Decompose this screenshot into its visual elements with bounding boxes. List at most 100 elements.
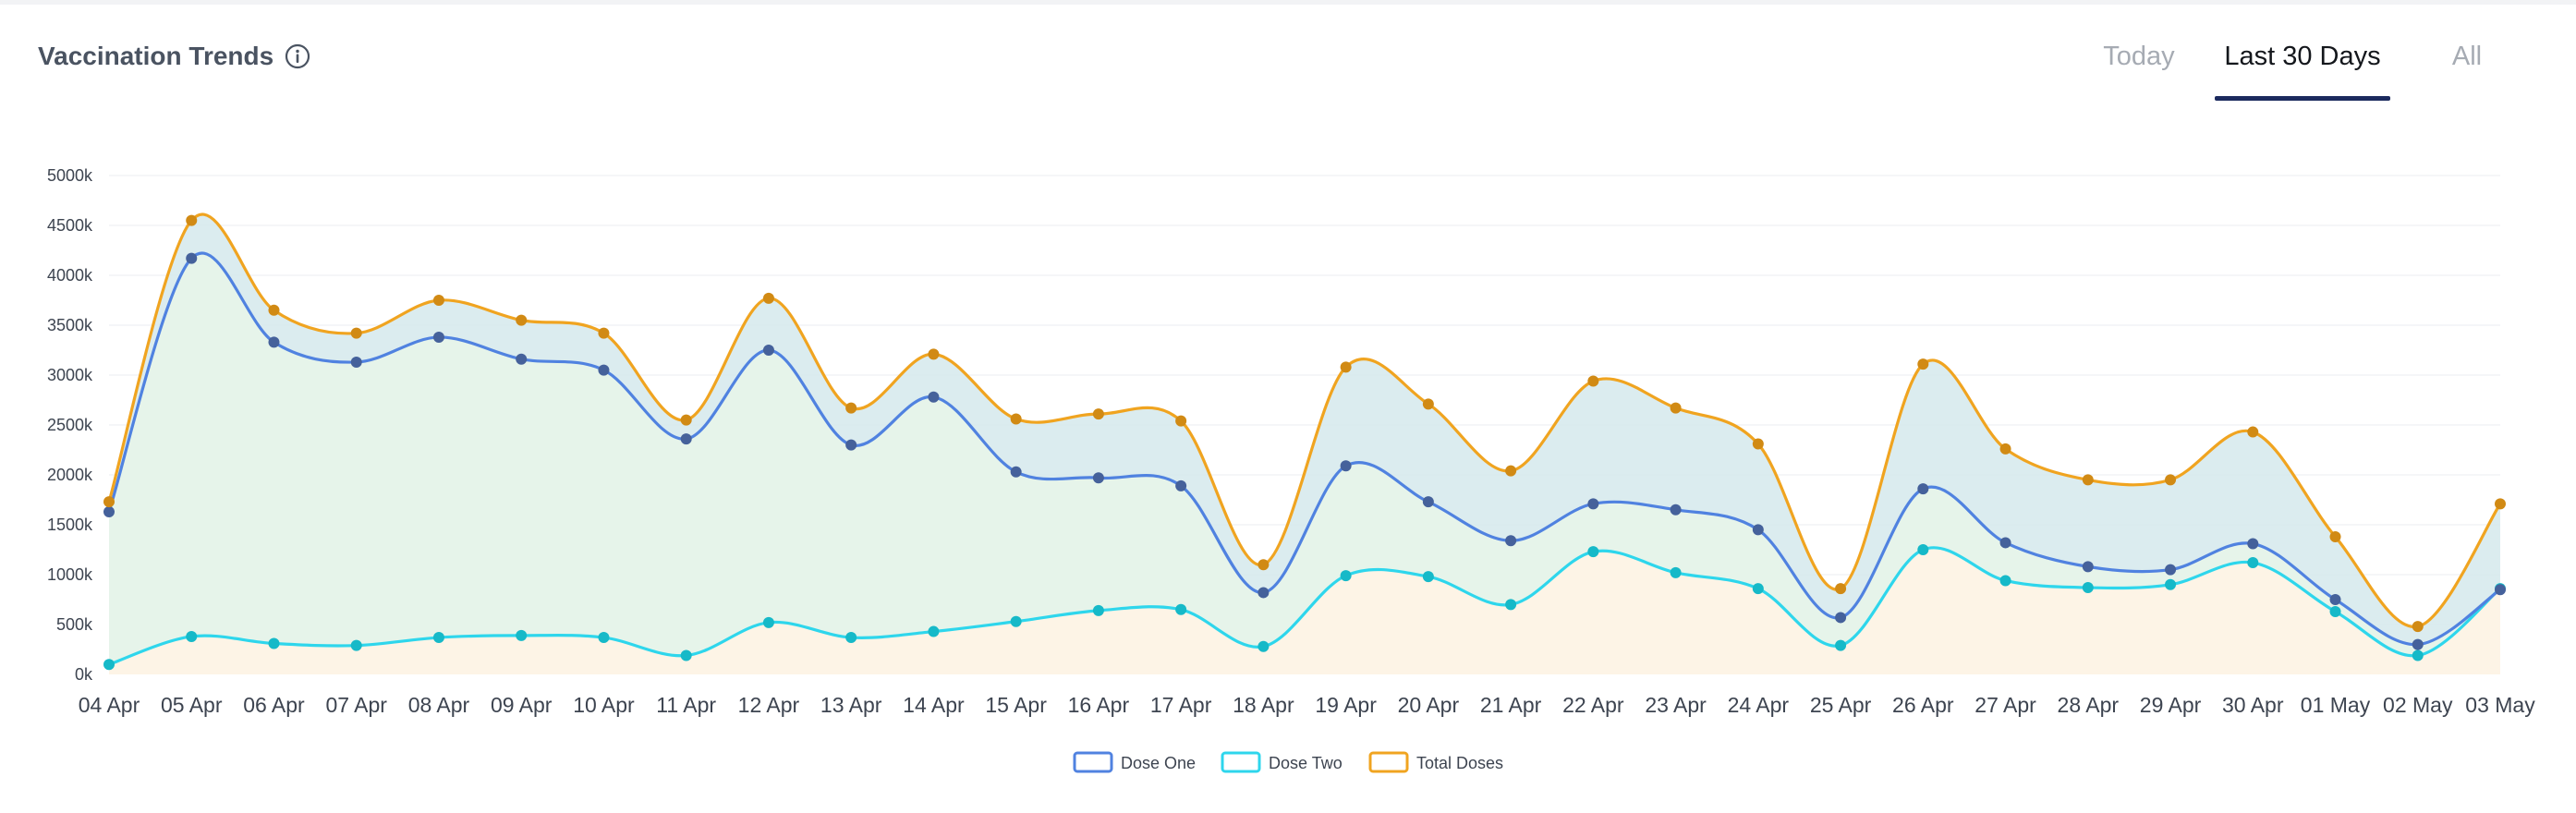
data-point-dose-one[interactable] [2247, 538, 2259, 550]
data-point-dose-one[interactable] [186, 252, 198, 264]
x-tick-label: 01 May [2301, 693, 2371, 717]
data-point-dose-one[interactable] [845, 439, 857, 451]
tab-today[interactable]: Today [2103, 42, 2175, 71]
data-point-dose-one[interactable] [928, 391, 940, 403]
data-point-dose-one[interactable] [1422, 496, 1434, 508]
data-point-total-doses[interactable] [2495, 498, 2506, 510]
data-point-total-doses[interactable] [1340, 361, 1352, 373]
legend-swatch[interactable] [1368, 751, 1409, 773]
data-point-dose-one[interactable] [1670, 504, 1682, 516]
data-point-dose-two[interactable] [1422, 571, 1434, 583]
data-point-total-doses[interactable] [845, 402, 857, 414]
data-point-total-doses[interactable] [680, 414, 692, 426]
data-point-total-doses[interactable] [1258, 559, 1270, 571]
data-point-dose-two[interactable] [845, 632, 857, 644]
data-point-dose-two[interactable] [1752, 583, 1764, 595]
data-point-dose-two[interactable] [432, 632, 444, 644]
legend-label[interactable]: Dose One [1121, 754, 1196, 772]
data-point-dose-two[interactable] [186, 630, 198, 642]
data-point-total-doses[interactable] [268, 304, 280, 316]
data-point-dose-two[interactable] [1092, 604, 1104, 616]
data-point-total-doses[interactable] [928, 348, 940, 360]
data-point-total-doses[interactable] [2329, 530, 2341, 542]
data-point-dose-one[interactable] [1505, 535, 1517, 547]
legend-swatch[interactable] [1073, 751, 1113, 773]
data-point-dose-one[interactable] [516, 353, 528, 365]
data-point-dose-one[interactable] [1340, 460, 1352, 472]
data-point-dose-two[interactable] [2329, 605, 2341, 617]
data-point-dose-two[interactable] [1505, 599, 1517, 611]
data-point-dose-two[interactable] [598, 632, 610, 644]
data-point-dose-two[interactable] [1587, 546, 1599, 558]
data-point-dose-one[interactable] [432, 331, 444, 343]
data-point-dose-one[interactable] [268, 336, 280, 348]
data-point-total-doses[interactable] [1917, 358, 1929, 370]
data-point-total-doses[interactable] [598, 327, 610, 339]
data-point-dose-two[interactable] [1258, 640, 1270, 652]
data-point-total-doses[interactable] [1092, 408, 1104, 420]
legend-label[interactable]: Total Doses [1416, 754, 1503, 772]
data-point-total-doses[interactable] [762, 292, 774, 304]
data-point-dose-two[interactable] [1175, 603, 1187, 615]
data-point-total-doses[interactable] [350, 327, 362, 339]
legend-swatch[interactable] [1221, 751, 1261, 773]
data-point-dose-two[interactable] [2165, 578, 2177, 590]
data-point-dose-two[interactable] [680, 649, 692, 661]
data-point-total-doses[interactable] [1422, 398, 1434, 410]
data-point-dose-one[interactable] [103, 505, 115, 517]
data-point-total-doses[interactable] [432, 295, 444, 306]
data-point-dose-two[interactable] [1835, 639, 1847, 651]
data-point-dose-two[interactable] [2412, 649, 2424, 661]
data-point-dose-two[interactable] [762, 616, 774, 628]
data-point-total-doses[interactable] [1999, 443, 2011, 455]
data-point-dose-two[interactable] [1340, 570, 1352, 582]
data-point-total-doses[interactable] [1835, 583, 1847, 595]
data-point-total-doses[interactable] [1175, 415, 1187, 427]
data-point-dose-one[interactable] [2082, 561, 2094, 573]
data-point-total-doses[interactable] [1505, 465, 1517, 477]
data-point-dose-one[interactable] [1999, 537, 2011, 549]
data-point-dose-one[interactable] [1010, 466, 1022, 478]
data-point-dose-one[interactable] [762, 345, 774, 356]
data-point-dose-two[interactable] [103, 659, 115, 671]
data-point-total-doses[interactable] [516, 314, 528, 326]
data-point-dose-one[interactable] [2495, 584, 2506, 596]
tab-last-30-days[interactable]: Last 30 Days [2224, 42, 2381, 71]
data-point-dose-one[interactable] [1258, 587, 1270, 599]
data-point-total-doses[interactable] [2247, 426, 2259, 438]
data-point-total-doses[interactable] [1670, 402, 1682, 414]
data-point-dose-two[interactable] [268, 637, 280, 649]
info-icon[interactable] [285, 43, 310, 69]
data-point-dose-one[interactable] [2165, 564, 2177, 576]
data-point-dose-two[interactable] [928, 625, 940, 637]
data-point-dose-two[interactable] [1917, 544, 1929, 555]
data-point-total-doses[interactable] [2412, 621, 2424, 633]
data-point-total-doses[interactable] [2165, 474, 2177, 486]
data-point-dose-one[interactable] [680, 433, 692, 445]
data-point-dose-two[interactable] [350, 639, 362, 651]
legend-label[interactable]: Dose Two [1269, 754, 1343, 772]
data-point-dose-one[interactable] [350, 356, 362, 368]
data-point-total-doses[interactable] [2082, 474, 2094, 486]
data-point-dose-two[interactable] [1670, 566, 1682, 578]
data-point-dose-one[interactable] [1175, 479, 1187, 491]
data-point-dose-two[interactable] [2082, 582, 2094, 594]
data-point-dose-one[interactable] [1835, 612, 1847, 624]
data-point-dose-one[interactable] [1092, 472, 1104, 484]
data-point-total-doses[interactable] [1752, 438, 1764, 450]
data-point-dose-two[interactable] [2247, 557, 2259, 569]
data-point-dose-one[interactable] [1587, 498, 1599, 510]
data-point-total-doses[interactable] [1010, 413, 1022, 425]
data-point-dose-two[interactable] [516, 629, 528, 641]
data-point-dose-one[interactable] [598, 364, 610, 376]
data-point-dose-two[interactable] [1010, 615, 1022, 627]
data-point-dose-one[interactable] [1752, 524, 1764, 536]
data-point-total-doses[interactable] [1587, 375, 1599, 387]
data-point-dose-two[interactable] [1999, 575, 2011, 587]
data-point-total-doses[interactable] [103, 496, 115, 508]
tab-all[interactable]: All [2451, 42, 2483, 71]
data-point-dose-one[interactable] [1917, 483, 1929, 495]
data-point-dose-one[interactable] [2412, 638, 2424, 650]
data-point-dose-one[interactable] [2329, 594, 2341, 605]
data-point-total-doses[interactable] [186, 214, 198, 226]
